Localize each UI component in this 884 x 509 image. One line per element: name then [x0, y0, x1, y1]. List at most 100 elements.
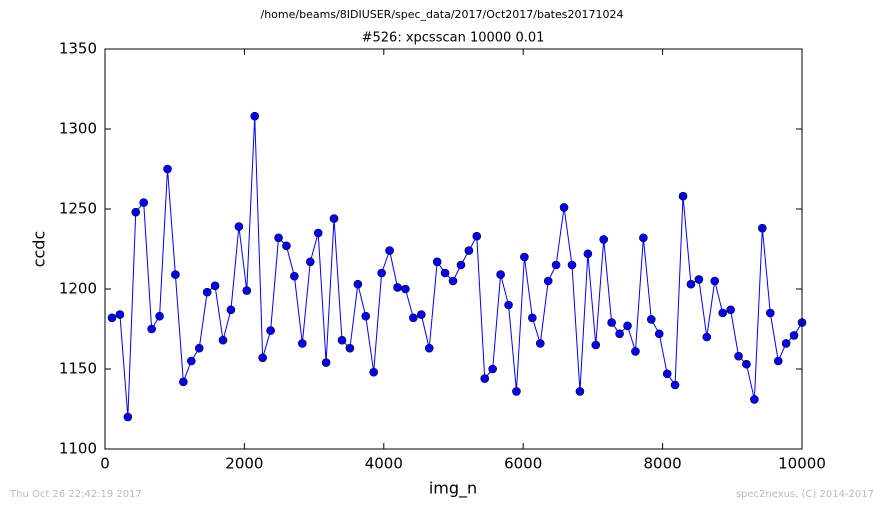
data-point: [670, 380, 680, 390]
data-point: [242, 286, 252, 295]
timestamp: Thu Oct 26 22:42:19 2017: [9, 489, 142, 500]
data-point: [591, 340, 601, 350]
data-point: [202, 287, 212, 297]
x-axis-label: img_n: [429, 479, 477, 499]
data-point: [535, 339, 545, 348]
y-tick-label: 1100: [59, 440, 97, 458]
x-tick-label: 10000: [778, 455, 826, 473]
chart-title: #526: xpcsscan 10000 0.01: [362, 31, 545, 46]
data-point: [488, 364, 497, 374]
data-point: [171, 270, 180, 279]
data-point: [583, 249, 593, 259]
data-point: [163, 164, 172, 174]
data-point: [416, 310, 426, 319]
data-point: [758, 223, 767, 233]
data-point: [702, 332, 712, 342]
data-point: [718, 308, 727, 318]
data-point: [448, 276, 458, 286]
data-point: [385, 246, 394, 255]
data-point: [361, 311, 371, 321]
data-point: [734, 351, 743, 361]
data-point: [773, 356, 783, 366]
data-point: [440, 268, 450, 278]
data-point: [750, 395, 759, 404]
data-point: [234, 222, 244, 231]
data-point: [480, 374, 490, 383]
credit: spec2nexus, (C) 2014-2017: [736, 489, 874, 500]
data-point: [631, 347, 640, 356]
data-point: [543, 276, 553, 286]
series-line: [111, 116, 803, 418]
data-point: [528, 313, 537, 323]
data-point: [520, 252, 529, 262]
data-point: [115, 310, 125, 319]
data-point: [298, 339, 307, 348]
data-point: [377, 268, 386, 278]
y-tick-label: 1150: [59, 360, 97, 378]
data-point: [710, 276, 720, 286]
data-point: [226, 305, 236, 315]
data-point: [139, 198, 148, 207]
data-point: [345, 343, 355, 353]
data-point: [218, 335, 228, 345]
data-point: [210, 281, 220, 291]
data-point: [742, 359, 751, 369]
data-point: [694, 275, 704, 284]
data-point: [266, 326, 275, 335]
data-point: [424, 343, 434, 353]
data-point: [290, 271, 299, 281]
data-point: [781, 339, 791, 348]
plot-area: 0 2000 4000 6000 8000 10000 1100 1150 1200 1250 13…: [59, 40, 826, 473]
data-point: [194, 343, 204, 353]
data-point: [765, 308, 775, 318]
data-point: [321, 358, 331, 367]
data-point: [496, 270, 505, 279]
y-tick-label: 1250: [59, 200, 97, 218]
data-point: [456, 260, 466, 270]
x-tick-label: 0: [100, 455, 110, 473]
data-point: [274, 233, 283, 243]
data-point: [472, 231, 482, 241]
data-point: [647, 315, 656, 324]
data-point: [789, 331, 799, 340]
data-point: [432, 257, 442, 267]
y-tick-label: 1300: [59, 120, 97, 138]
data-point: [313, 228, 323, 238]
data-point: [369, 367, 378, 377]
data-point: [393, 283, 402, 292]
data-point: [123, 412, 133, 422]
data-point: [258, 353, 267, 363]
data-point: [305, 257, 315, 267]
data-point: [186, 356, 196, 366]
data-point: [615, 329, 624, 339]
data-point: [409, 313, 418, 323]
x-tick-label: 8000: [644, 455, 682, 473]
data-point: [401, 284, 410, 294]
data-point: [504, 300, 513, 310]
data-point: [567, 260, 577, 270]
data-point: [464, 246, 474, 255]
data-point: [686, 279, 696, 289]
data-point: [131, 207, 141, 217]
data-point: [179, 377, 188, 387]
axes-frame: [104, 48, 803, 450]
data-point: [599, 235, 609, 244]
y-axis-label: ccdc: [30, 231, 49, 268]
suptitle: /home/beams/8IDIUSER/spec_data/2017/Oct2…: [261, 8, 624, 21]
x-tick-label: 4000: [365, 455, 403, 473]
data-point: [337, 335, 347, 345]
data-point: [512, 387, 521, 396]
data-point: [551, 260, 561, 270]
data-point: [678, 191, 688, 201]
data-point: [607, 318, 616, 327]
data-point: [155, 311, 164, 321]
data-point: [250, 111, 260, 121]
x-tick-label: 2000: [225, 455, 263, 473]
data-point: [353, 279, 363, 289]
data-point: [639, 233, 648, 243]
data-point: [282, 241, 291, 251]
data-point: [107, 313, 117, 323]
y-tick-label: 1350: [59, 40, 97, 58]
data-point: [575, 387, 585, 396]
